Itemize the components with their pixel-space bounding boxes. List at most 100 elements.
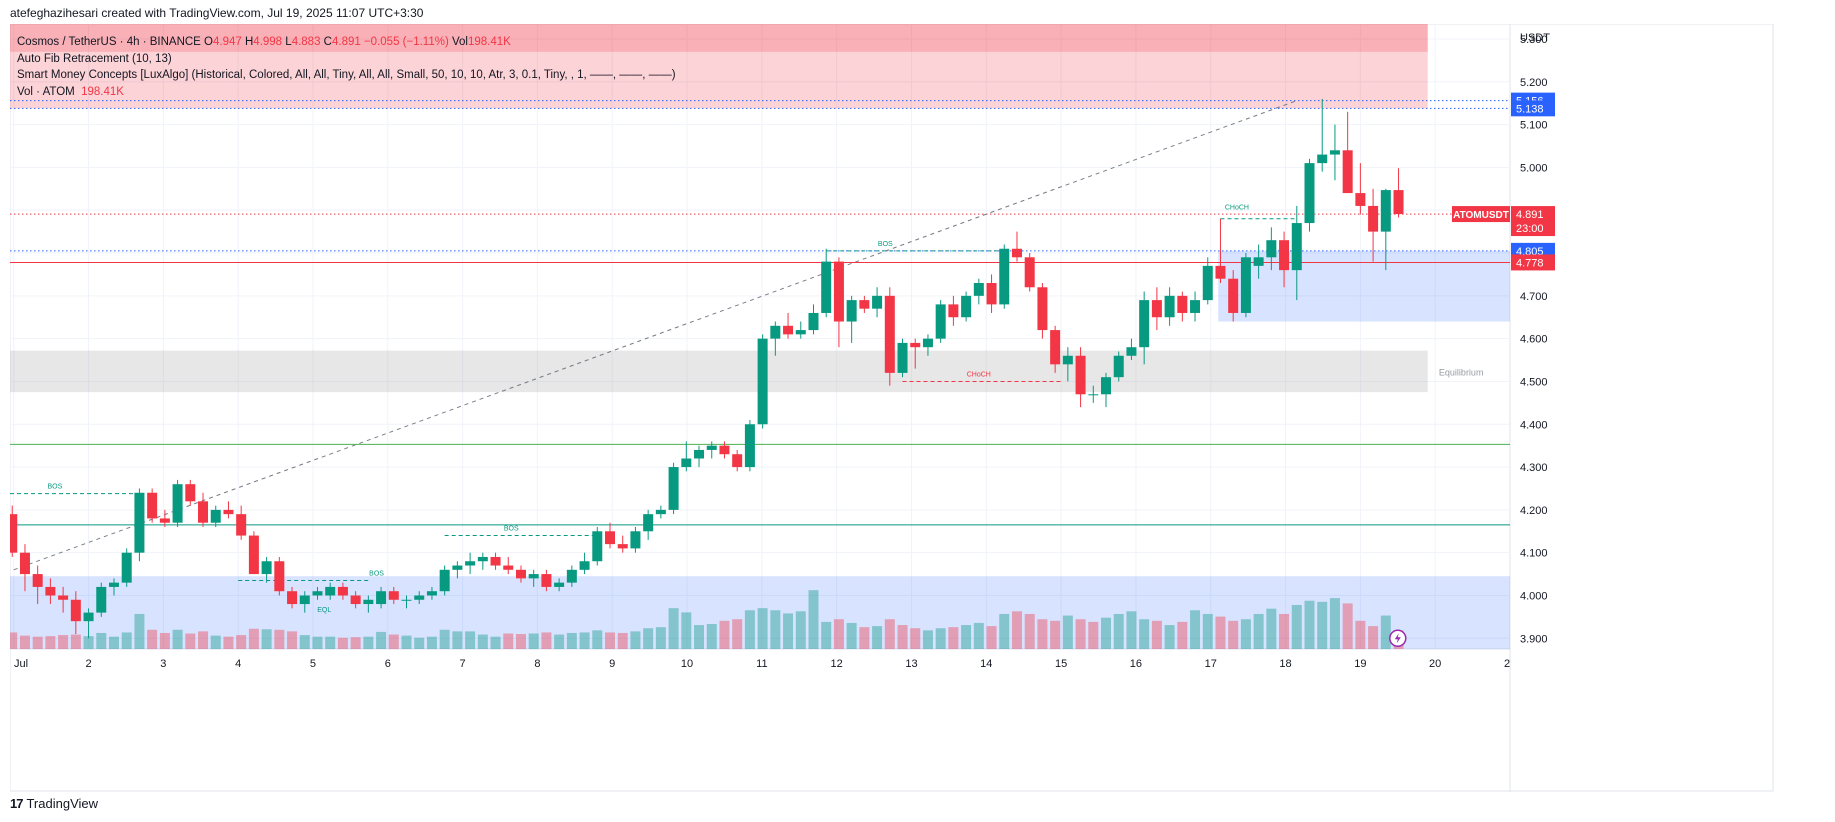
volume-bar: [605, 632, 615, 649]
candle-body: [1342, 150, 1353, 194]
indicator-volume[interactable]: Vol · ATOM 198.41K: [17, 85, 124, 98]
volume-bar: [1011, 611, 1022, 649]
candle-body: [922, 338, 933, 348]
candle-body: [973, 282, 984, 296]
currency-label: USDT: [1520, 32, 1550, 44]
zone-premium-band: [10, 24, 1428, 52]
candle-body: [401, 599, 412, 601]
volume-bar: [973, 622, 984, 649]
volume-bar: [1190, 610, 1201, 649]
volume-bar: [617, 632, 628, 649]
volume-bar: [515, 634, 526, 649]
candle-body: [961, 295, 972, 318]
chart-legend: Cosmos / TetherUS · 4h · BINANCE O4.947 …: [17, 34, 676, 100]
fib-trend-line: [13, 100, 1297, 571]
time-tick-label: 9: [609, 658, 615, 670]
volume-bar: [706, 623, 717, 649]
volume-bar: [694, 625, 705, 649]
volume-bar: [1062, 615, 1073, 649]
price-tick-label: 5.200: [1520, 77, 1548, 89]
price-chart[interactable]: Equilibrium BOS BOS BOS BOS CHoCH CHoCH EQL 3.…: [10, 24, 1774, 792]
candle-body: [795, 330, 806, 335]
volume-bar: [1075, 619, 1086, 649]
volume-bar: [172, 629, 183, 649]
volume-bar: [744, 610, 755, 649]
volume-bar: [1164, 625, 1175, 649]
volume-bar: [1037, 619, 1048, 649]
candle-body: [999, 248, 1010, 305]
volume-bar: [1329, 598, 1340, 649]
zone-premium: [10, 24, 1428, 109]
volume-bar: [414, 637, 425, 649]
tradingview-footer: 17 TradingView: [10, 796, 98, 811]
time-tick-label: 10: [681, 658, 693, 670]
volume-bar: [401, 635, 412, 649]
time-tick-label: 13: [905, 658, 917, 670]
volume-bar: [134, 613, 145, 649]
price-tag-value: 5.138: [1516, 103, 1544, 115]
volume-bar: [10, 632, 18, 649]
candle-body: [744, 424, 755, 468]
volume-bar: [579, 632, 590, 649]
zone-label-equilibrium: Equilibrium: [1439, 367, 1484, 377]
volume-bar: [287, 631, 298, 649]
candle-body: [1126, 347, 1137, 356]
candle-body: [897, 342, 908, 373]
volume-bar: [795, 611, 806, 649]
time-tick-label: 17: [1205, 658, 1217, 670]
candle-body: [503, 565, 514, 570]
time-tick-label: 15: [1055, 658, 1067, 670]
volume-bar: [1113, 613, 1124, 649]
volume-bar: [910, 628, 921, 649]
candle-body: [770, 325, 781, 339]
volume-bar: [83, 636, 94, 649]
candle-body: [198, 501, 209, 523]
symbol-row: Cosmos / TetherUS · 4h · BINANCE O4.947 …: [17, 34, 676, 51]
candle-body: [452, 565, 463, 570]
volume-bar: [426, 636, 437, 649]
time-tick-label: 11: [756, 658, 767, 670]
candle-body: [515, 569, 526, 579]
candle-body: [1088, 394, 1099, 396]
candle-body: [1329, 150, 1340, 155]
candle-body: [1253, 257, 1264, 266]
indicator-fib[interactable]: Auto Fib Retracement (10, 13): [17, 52, 172, 65]
candle-body: [528, 574, 539, 579]
price-tick-label: 4.600: [1520, 334, 1548, 346]
price-tick-label: 4.400: [1520, 419, 1548, 431]
indicator-smc[interactable]: Smart Money Concepts [LuxAlgo] (Historic…: [17, 69, 676, 81]
volume-bar: [757, 608, 768, 649]
candle-body: [554, 582, 565, 587]
volume-bar: [223, 636, 234, 649]
candle-body: [1393, 190, 1404, 215]
price-tick-label: 5.000: [1520, 162, 1548, 174]
candle-body: [935, 304, 946, 339]
candle-body: [592, 531, 603, 562]
volume-bar: [185, 633, 196, 649]
candle-body: [872, 295, 883, 309]
candle-body: [274, 561, 285, 592]
candle-body: [1062, 355, 1073, 365]
symbol-name[interactable]: Cosmos / TetherUS · 4h · BINANCE: [17, 36, 201, 48]
candle-body: [83, 612, 94, 622]
volume-bar: [961, 625, 972, 649]
chart-lines: [10, 100, 1510, 582]
candle-body: [325, 586, 336, 596]
candle-body: [19, 552, 30, 575]
candle-body: [1202, 265, 1213, 301]
candle-body: [414, 595, 425, 600]
price-tick-label: 5.100: [1520, 120, 1548, 132]
volume-bar: [490, 636, 501, 649]
price-tag: [1511, 254, 1555, 271]
candle-body: [439, 569, 450, 592]
candle-body: [1380, 190, 1391, 232]
volume-bar: [719, 620, 730, 649]
chart-zones: Equilibrium: [10, 24, 1510, 649]
candle-body: [10, 514, 18, 553]
volume-bar: [1291, 604, 1302, 649]
ohlc-close: C4.891: [323, 36, 361, 48]
volume-bar: [884, 619, 895, 649]
price-change: −0.055 (−1.11%): [363, 36, 449, 48]
volume-bar: [452, 631, 463, 649]
candle-body: [1011, 248, 1022, 258]
